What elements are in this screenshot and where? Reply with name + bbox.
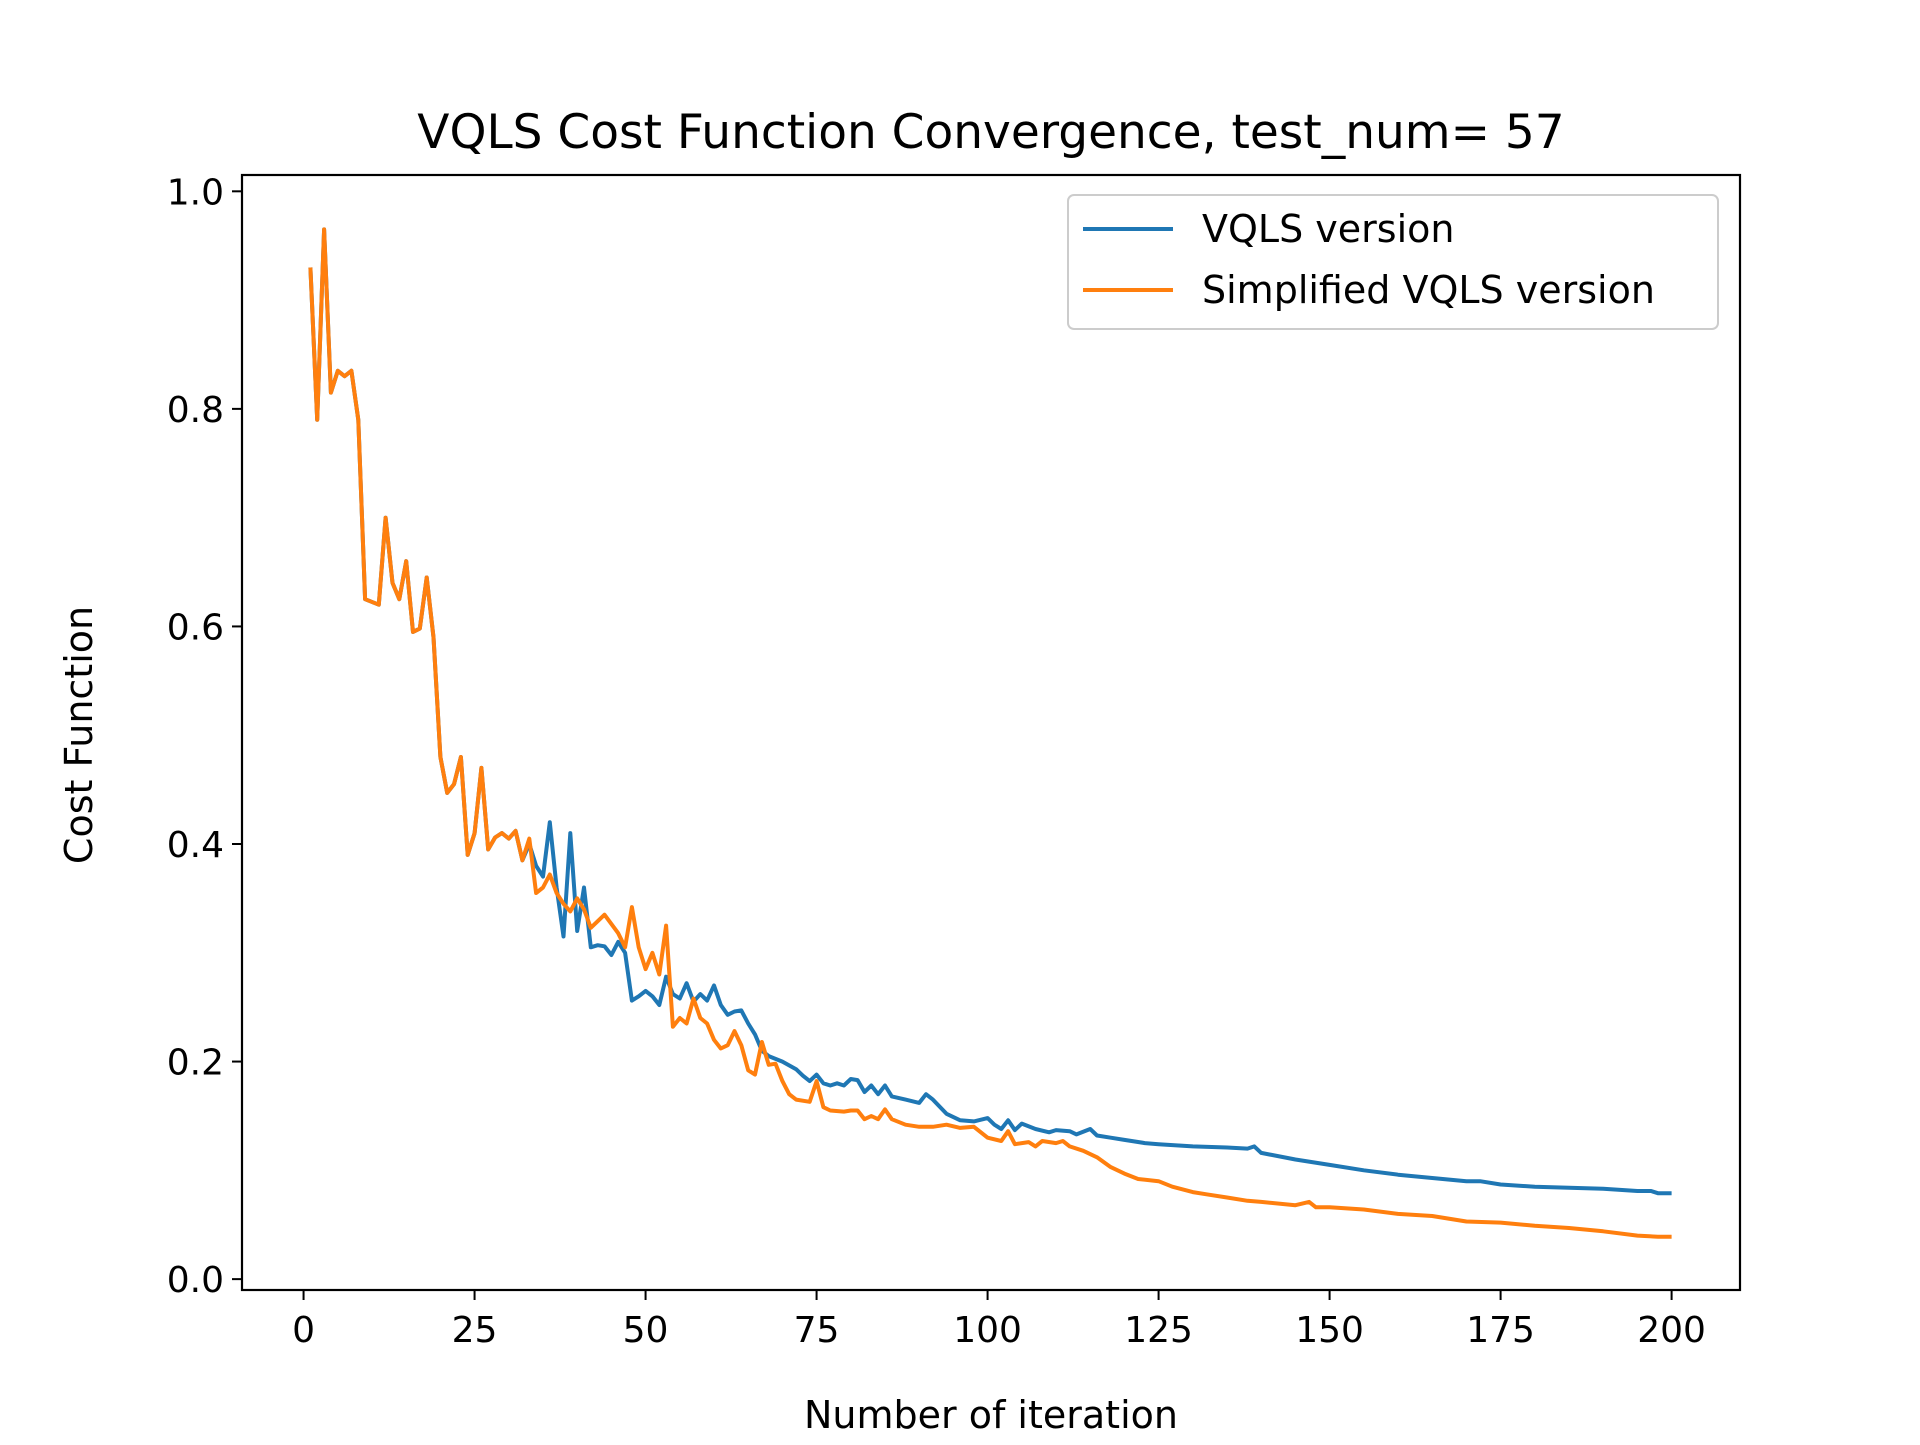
x-tick-label: 125: [1124, 1310, 1193, 1351]
x-tick-label: 25: [452, 1310, 498, 1351]
y-tick-label: 0.0: [167, 1260, 224, 1301]
series-layer: [308, 227, 1672, 1239]
plot-frame: [240, 173, 1742, 1292]
series-line-simplified: [308, 227, 1672, 1239]
x-axis-label: Number of iteration: [804, 1393, 1178, 1437]
y-tick-label: 0.4: [167, 825, 224, 866]
x-tick-label: 200: [1637, 1310, 1706, 1351]
legend-box: [1067, 194, 1719, 330]
x-tick-label: 50: [623, 1310, 669, 1351]
y-axis-label: Cost Function: [57, 606, 101, 864]
y-tick-label: 1.0: [167, 172, 224, 213]
y-tick-label: 0.8: [167, 390, 224, 431]
y-tick-label: 0.6: [167, 607, 224, 648]
x-tick-label: 0: [292, 1310, 315, 1351]
legend-label-simplified: Simplified VQLS version: [1202, 268, 1655, 312]
x-tick-label: 150: [1295, 1310, 1364, 1351]
series-line-vqls: [308, 227, 1672, 1196]
legend-label-vqls: VQLS version: [1202, 207, 1454, 251]
chart-title: VQLS Cost Function Convergence, test_num…: [417, 105, 1564, 160]
x-tick-label: 75: [794, 1310, 840, 1351]
y-tick-label: 0.2: [167, 1043, 224, 1084]
x-ticks: 0 25 50 75 100 125 150 175 200: [292, 1290, 1706, 1351]
y-ticks: 0.0 0.2 0.4 0.6 0.8 1.0: [167, 172, 242, 1301]
legend: VQLS version Simplified VQLS version: [1067, 194, 1719, 330]
x-tick-label: 100: [953, 1310, 1022, 1351]
x-tick-label: 175: [1466, 1310, 1535, 1351]
